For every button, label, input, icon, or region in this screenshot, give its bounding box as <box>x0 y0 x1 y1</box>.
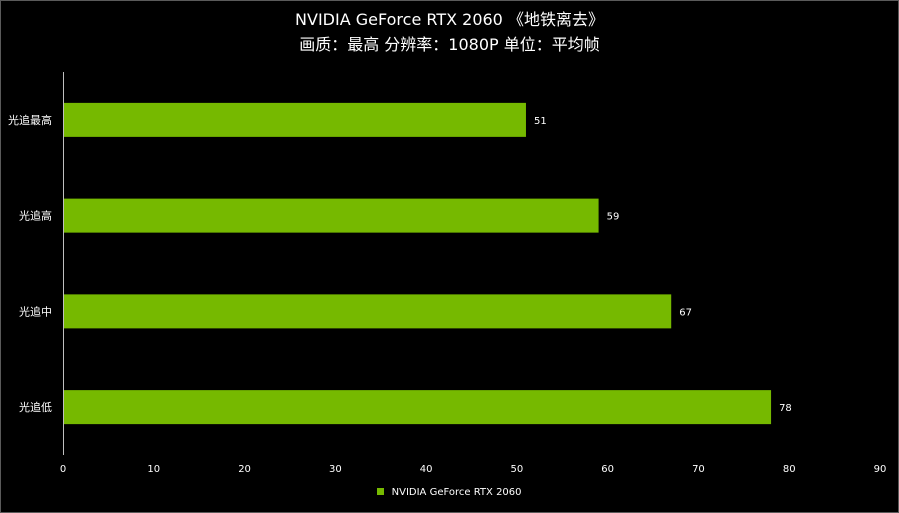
legend-label: NVIDIA GeForce RTX 2060 <box>391 487 522 498</box>
category-label: 光追最高 <box>8 113 52 127</box>
x-tick-label: 10 <box>147 464 160 475</box>
bar <box>64 390 772 425</box>
x-tick-label: 30 <box>329 464 342 475</box>
data-label: 67 <box>679 307 692 318</box>
chart-subtitle: 画质：最高 分辨率：1080P 单位：平均帧 <box>299 35 600 54</box>
x-tick-label: 70 <box>692 464 705 475</box>
data-label: 51 <box>534 116 547 127</box>
data-label: 78 <box>779 403 792 414</box>
legend: NVIDIA GeForce RTX 2060 <box>0 486 899 500</box>
data-label: 59 <box>607 212 620 223</box>
bar <box>64 294 672 329</box>
legend-swatch <box>377 487 385 495</box>
x-tick-label: 40 <box>420 464 433 475</box>
x-tick-label: 20 <box>238 464 251 475</box>
x-tick-label: 50 <box>511 464 524 475</box>
category-label: 光追低 <box>19 400 52 414</box>
x-tick-label: 80 <box>783 464 796 475</box>
x-tick-label: 90 <box>874 464 887 475</box>
category-label: 光追中 <box>19 304 52 318</box>
x-tick-label: 0 <box>60 464 66 475</box>
category-label: 光追高 <box>19 209 52 223</box>
bar <box>64 102 526 137</box>
x-tick-label: 60 <box>601 464 614 475</box>
bar <box>64 198 599 233</box>
chart-title: NVIDIA GeForce RTX 2060 《地铁离去》 <box>295 10 604 29</box>
